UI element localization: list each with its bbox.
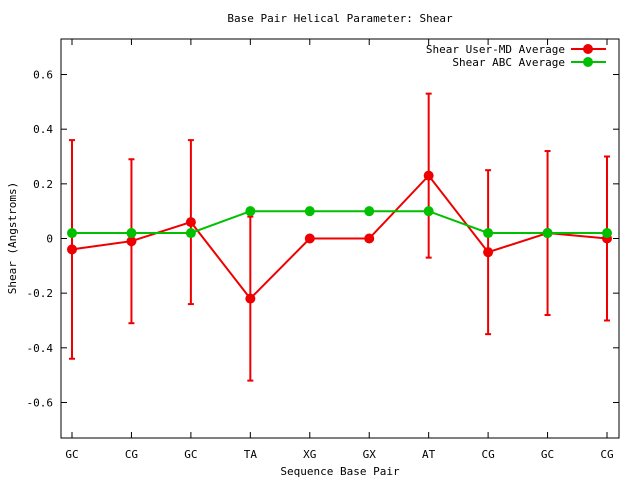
data-point xyxy=(67,228,77,239)
data-point xyxy=(423,206,434,217)
series-line xyxy=(72,210,607,234)
y-tick-label: -0.4 xyxy=(27,342,54,355)
x-tick-label: GX xyxy=(363,448,377,461)
legend-swatch-marker xyxy=(583,44,593,54)
y-tick-label: 0.4 xyxy=(33,123,53,136)
series-line xyxy=(71,174,608,301)
data-point xyxy=(245,206,256,217)
data-point xyxy=(602,228,612,239)
y-tick-label: -0.6 xyxy=(27,396,54,409)
y-axis: -0.6 -0.4 -0.2 0 0.2 0.4 0.6 xyxy=(27,69,619,409)
chart-title: Base Pair Helical Parameter: Shear xyxy=(227,12,453,25)
x-axis-label: Sequence Base Pair xyxy=(280,465,400,478)
data-point xyxy=(364,206,375,217)
data-point xyxy=(67,244,77,255)
x-tick-label: CG xyxy=(125,448,138,461)
data-point xyxy=(126,228,137,239)
y-tick-label: 0.2 xyxy=(33,178,53,191)
data-point xyxy=(126,236,137,247)
y-axis-label: Shear (Angstroms) xyxy=(6,182,19,295)
x-tick-label: AT xyxy=(422,448,436,461)
x-tick-label: GC xyxy=(541,448,554,461)
data-point xyxy=(483,247,494,258)
y-tick-label: 0 xyxy=(46,233,53,246)
x-axis: GC CG GC TA XG GX AT CG GC CG xyxy=(65,39,614,461)
data-point xyxy=(304,233,315,244)
legend-label: Shear ABC Average xyxy=(452,56,565,69)
x-tick-label: TA xyxy=(244,448,258,461)
y-tick-label: 0.6 xyxy=(33,69,53,82)
x-tick-label: XG xyxy=(303,448,316,461)
series-layer xyxy=(67,92,612,382)
x-tick-label: CG xyxy=(481,448,494,461)
data-point xyxy=(185,228,196,239)
data-point xyxy=(304,206,315,217)
legend-label: Shear User-MD Average xyxy=(426,43,565,56)
legend-swatch-marker xyxy=(583,57,593,67)
data-point xyxy=(483,228,494,239)
data-point xyxy=(185,217,196,228)
y-tick-label: -0.2 xyxy=(27,287,54,300)
data-point xyxy=(364,233,375,244)
x-tick-label: GC xyxy=(65,448,78,461)
data-point xyxy=(245,293,256,304)
x-tick-label: CG xyxy=(600,448,613,461)
data-point xyxy=(423,170,434,181)
data-point xyxy=(542,228,553,239)
x-tick-label: GC xyxy=(184,448,197,461)
